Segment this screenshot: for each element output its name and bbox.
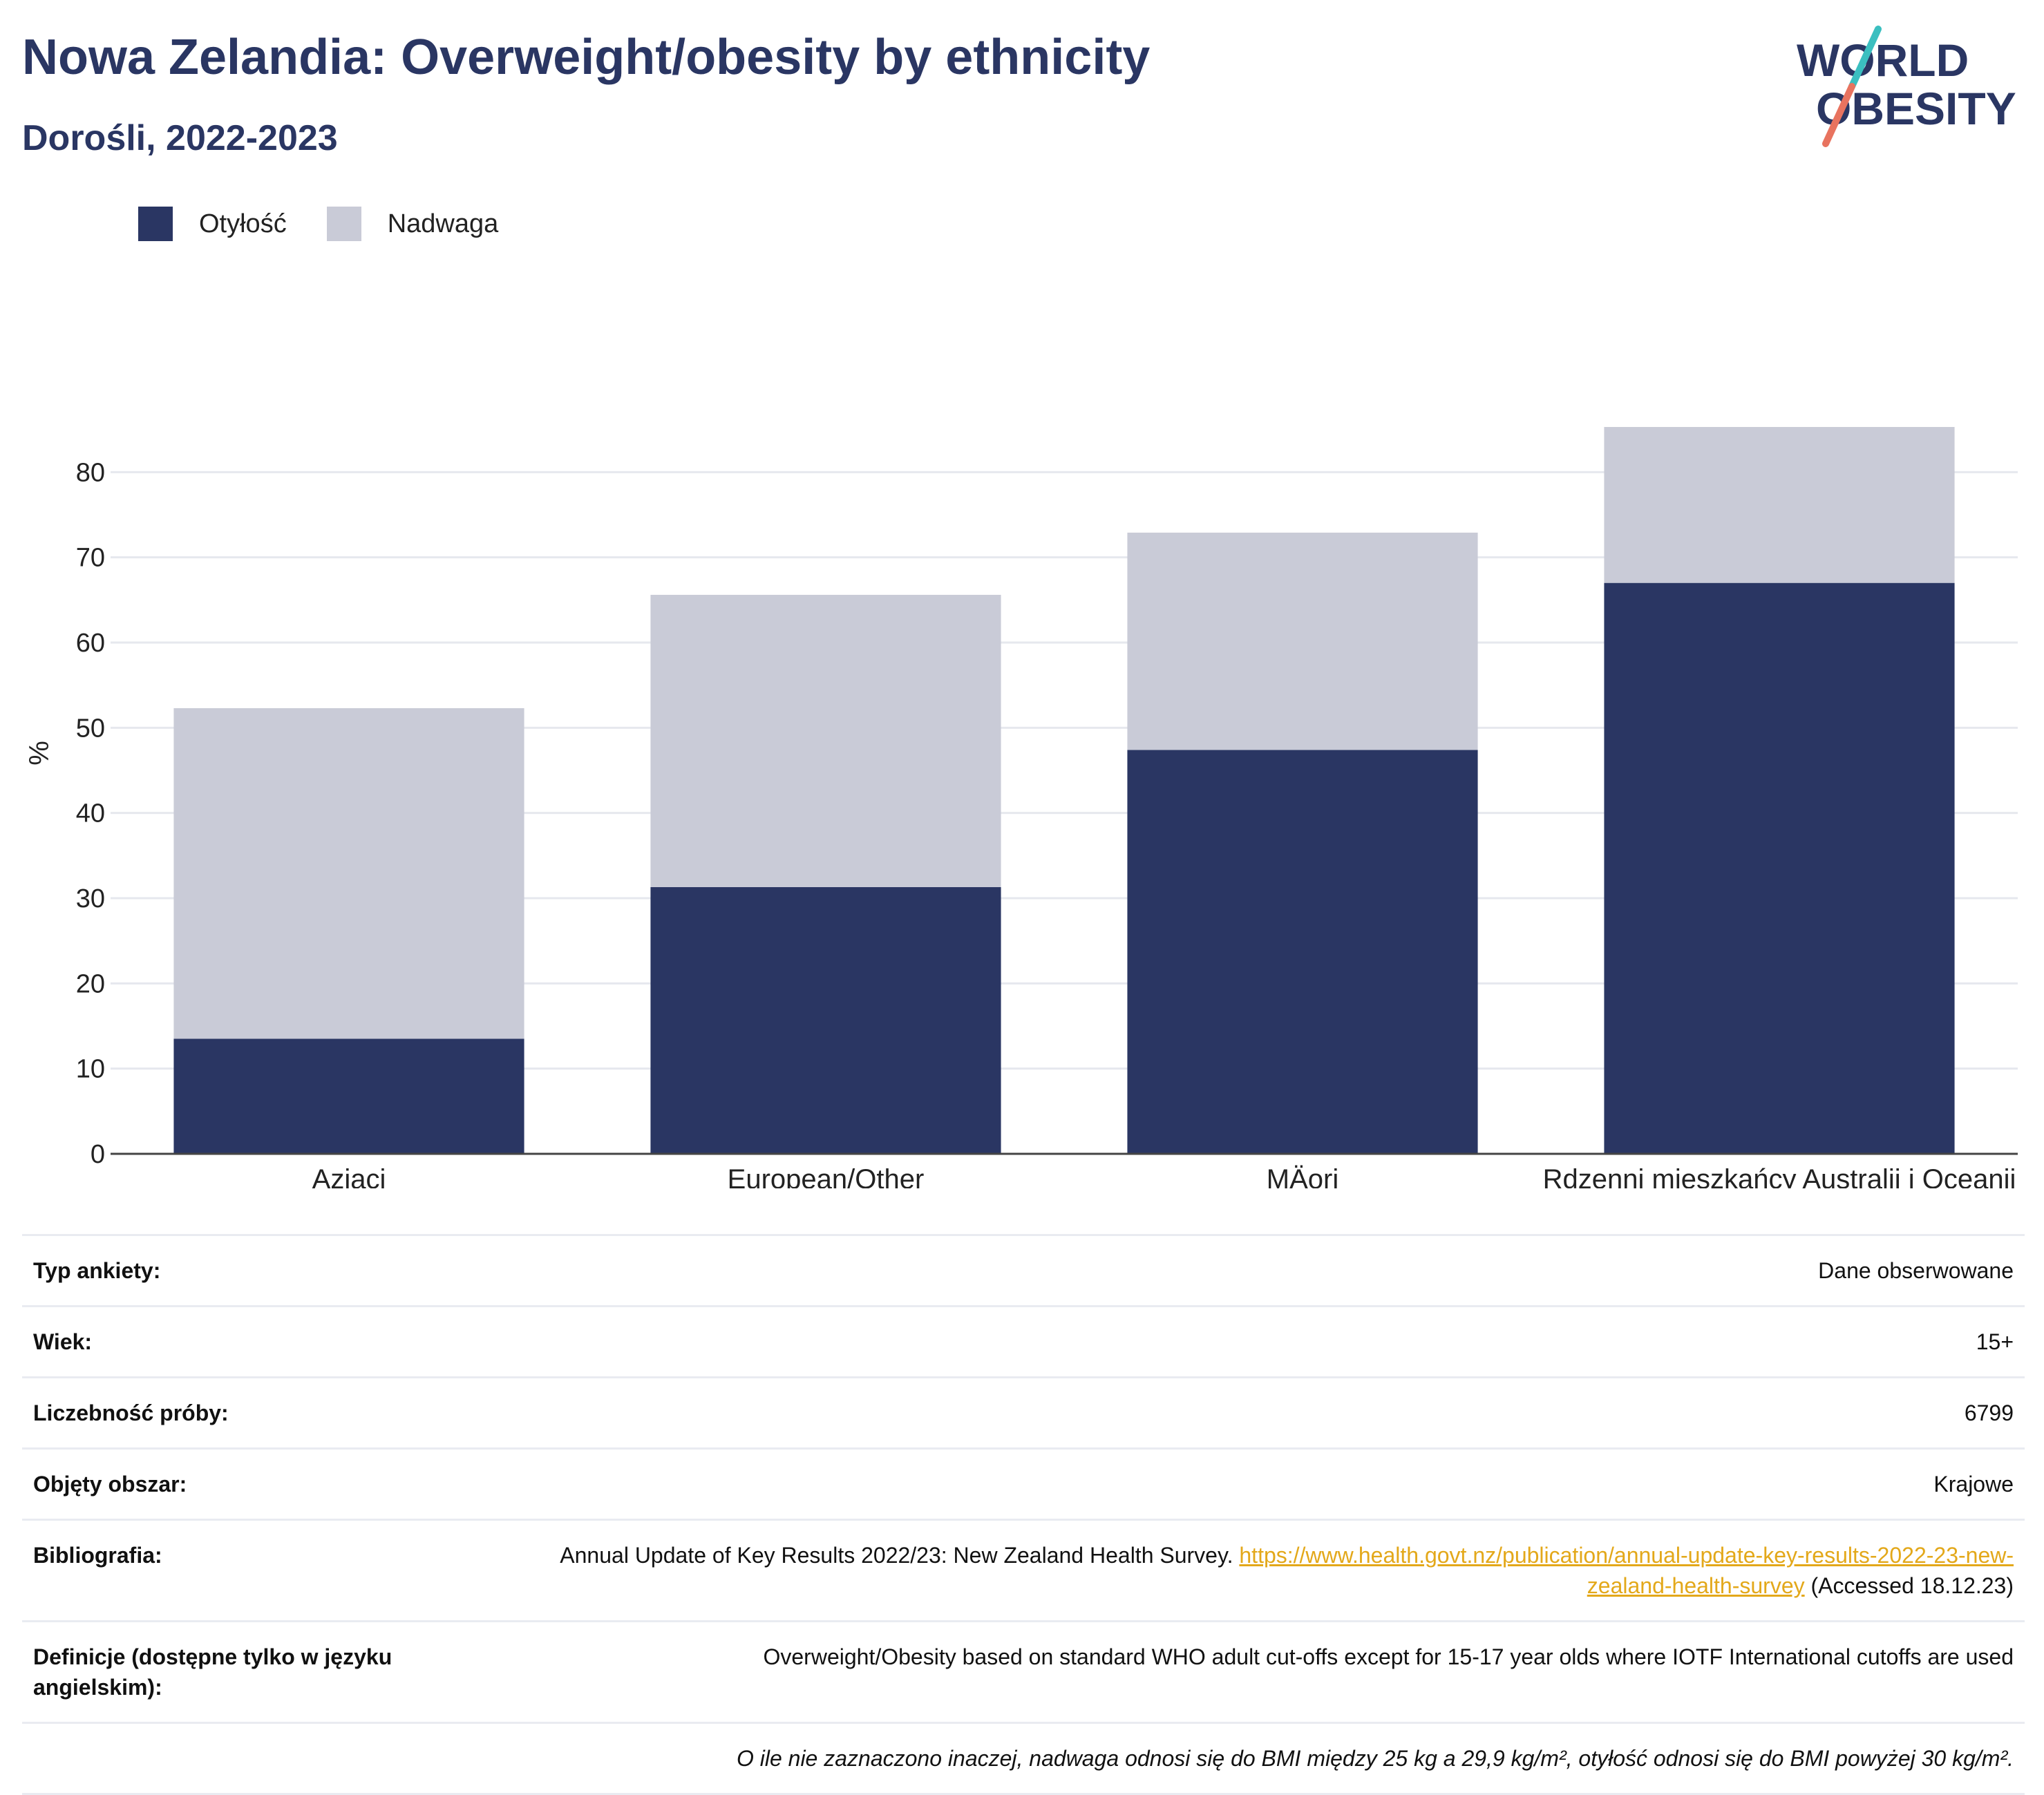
bar-overweight (1127, 532, 1478, 750)
info-row-sample-size: Liczebność próby: 6799 (22, 1378, 2025, 1450)
logo-slash-teal (1848, 26, 1882, 90)
y-tick-label: 40 (76, 799, 105, 828)
info-value: 6799 (1964, 1400, 2014, 1425)
bibliography-link[interactable]: https://www.health.govt.nz/publication/a… (1239, 1543, 2014, 1598)
y-tick-label: 30 (76, 884, 105, 913)
legend-swatch-obesity (138, 207, 173, 241)
axes: 0 10 20 30 40 50 60 70 80 Azjaci European/Other MÄo… (76, 458, 2018, 1188)
y-axis-title: % (24, 741, 55, 766)
bar-obesity (1127, 750, 1478, 1154)
x-category-label: Rdzenni mieszkańcy Australii i Oceanii (1543, 1164, 2016, 1188)
x-category-label: Azjaci (312, 1164, 386, 1188)
info-value: Annual Update of Key Results 2022/23: Ne… (517, 1540, 2014, 1601)
info-label: Liczebność próby: (33, 1400, 229, 1425)
info-row-survey-type: Typ ankiety: Dane obserwowane (22, 1236, 2025, 1307)
info-value: Overweight/Obesity based on standard WHO… (763, 1644, 2014, 1669)
bar-overweight (650, 594, 1001, 887)
y-tick-label: 70 (76, 544, 105, 573)
bibliography-accessed: (Accessed 18.12.23) (1810, 1573, 2014, 1598)
y-tick-label: 20 (76, 969, 105, 998)
bars (173, 426, 1955, 1154)
bar-obesity (1604, 582, 1955, 1154)
logo-line2: OBESITY (1816, 83, 2016, 134)
y-tick-label: 10 (76, 1055, 105, 1084)
legend-label-overweight: Nadwaga (387, 209, 499, 238)
bar-obesity (173, 1038, 524, 1154)
y-tick-label: 50 (76, 714, 105, 743)
world-obesity-logo: WORLD OBESITY (1797, 26, 2016, 147)
x-category-label: European/Other (728, 1164, 925, 1188)
y-tick-label: 80 (76, 458, 105, 487)
y-tick-label: 0 (91, 1140, 105, 1169)
chart-legend: Otyłość Nadwaga (138, 205, 538, 243)
bar-overweight (173, 707, 524, 1039)
info-label: Bibliografia: (33, 1543, 162, 1568)
stacked-bar-chart: 0 10 20 30 40 50 60 70 80 Azjaci European/Other MÄo… (24, 426, 2018, 1188)
bibliography-text: Annual Update of Key Results 2022/23: Ne… (560, 1543, 1233, 1568)
footnote: O ile nie zaznaczono inaczej, nadwaga od… (736, 1746, 2014, 1771)
info-label: Objęty obszar: (33, 1472, 187, 1497)
info-row-note: O ile nie zaznaczono inaczej, nadwaga od… (22, 1724, 2025, 1795)
legend-swatch-overweight (326, 207, 361, 241)
info-label: Wiek: (33, 1329, 93, 1354)
chart-subtitle: Dorośli, 2022-2023 (22, 118, 338, 158)
info-row-area: Objęty obszar: Krajowe (22, 1450, 2025, 1521)
info-value: Krajowe (1933, 1472, 2014, 1497)
x-category-label: MÄori (1267, 1164, 1338, 1188)
logo-slash-coral (1822, 83, 1855, 147)
bar-overweight (1604, 426, 1955, 583)
info-row-age: Wiek: 15+ (22, 1307, 2025, 1378)
bar-obesity (650, 886, 1001, 1154)
info-row-bibliography: Bibliografia: Annual Update of Key Resul… (22, 1521, 2025, 1622)
chart-title: Nowa Zelandia: Overweight/obesity by eth… (22, 30, 1151, 85)
legend-label-obesity: Otyłość (199, 209, 287, 238)
legend-item-obesity[interactable]: Otyłość (138, 207, 287, 241)
logo-line1: WORLD (1797, 35, 1969, 86)
y-tick-label: 60 (76, 629, 105, 658)
info-label: Definicje (dostępne tylko w języku angie… (33, 1644, 392, 1700)
legend-item-overweight[interactable]: Nadwaga (326, 207, 499, 241)
info-table: Typ ankiety: Dane obserwowane Wiek: 15+ … (22, 1234, 2025, 1795)
info-row-definitions: Definicje (dostępne tylko w języku angie… (22, 1622, 2025, 1724)
info-value: Dane obserwowane (1818, 1258, 2014, 1283)
info-value: 15+ (1976, 1329, 2014, 1354)
info-label: Typ ankiety: (33, 1258, 161, 1283)
